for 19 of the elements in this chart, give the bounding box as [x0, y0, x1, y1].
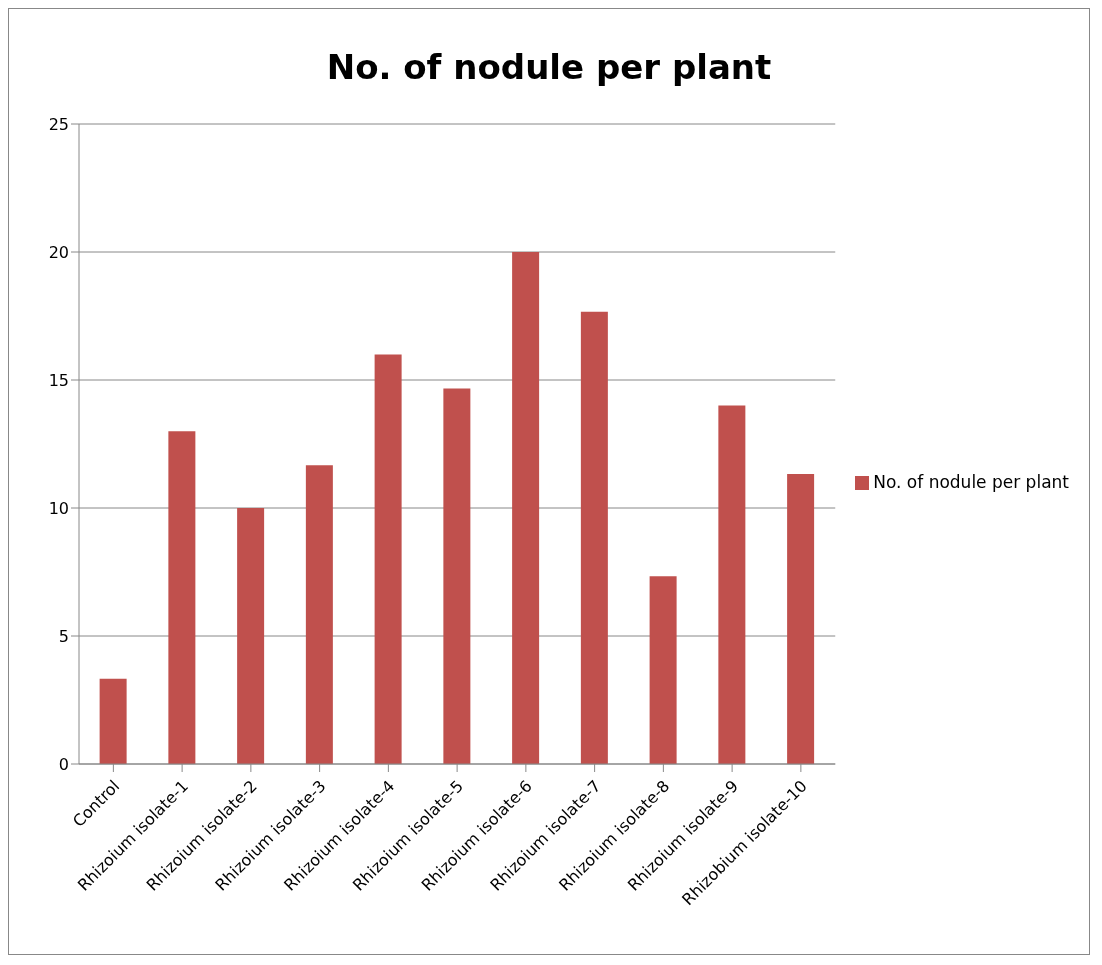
y-tick-label: 15	[48, 370, 69, 390]
bar	[443, 388, 471, 764]
bar	[512, 252, 540, 764]
bar	[787, 473, 815, 764]
bar	[237, 508, 265, 764]
bar	[649, 576, 677, 764]
y-tick-label: 5	[58, 626, 69, 646]
bar	[580, 311, 608, 764]
bar	[168, 431, 196, 764]
legend-label: No. of nodule per plant	[873, 471, 1069, 492]
bar	[718, 405, 746, 764]
y-tick-label: 25	[48, 114, 69, 134]
y-tick-label: 20	[48, 242, 69, 262]
y-tick-label: 10	[48, 498, 69, 518]
bar	[305, 465, 333, 764]
bar	[374, 354, 402, 764]
bar	[99, 678, 127, 764]
chart-title: No. of nodule per plant	[325, 47, 773, 87]
y-tick-label: 0	[58, 754, 69, 774]
